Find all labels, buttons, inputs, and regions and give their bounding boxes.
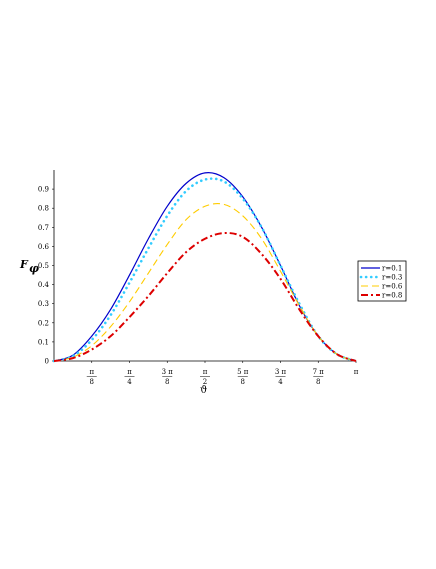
y-tick-label: 0.7 [38,224,49,232]
x-tick-numerator: 5 π [237,368,249,376]
x-tick-numerator: π [203,368,208,376]
y-tick-label: 0.4 [38,281,50,289]
x-tick-denominator: 8 [241,378,245,386]
legend-label: r=0.8 [382,292,402,300]
legend-label: r=0.1 [382,265,402,273]
y-axis-title-subscript: φ [29,262,39,275]
y-tick-label: 0.6 [38,243,50,251]
x-tick-denominator: 8 [316,378,320,386]
x-tick-numerator: 3 π [275,368,287,376]
series-lines [52,172,358,363]
x-tick-denominator: 8 [165,378,169,386]
x-tick-denominator: 2 [203,378,207,386]
x-axis-title: ϑ [200,385,207,396]
x-tick-denominator: 4 [278,378,283,386]
x-tick-numerator: π [89,368,94,376]
legend: r=0.1r=0.3r=0.6r=0.8 [357,260,407,302]
x-tick-numerator: 7 π [313,368,325,376]
y-axis-title: F [19,258,29,271]
y-tick-label: 0.2 [38,319,49,327]
y-tick-label: 0.3 [38,300,49,308]
legend-label: r=0.3 [382,274,402,282]
tick-labels: 0 0.1 0.2 0.3 0.4 0.5 0.6 0.7 0.8 0.9 π 8 π 4 3 π 8 π 2 5 … [38,186,359,386]
x-tick-denominator: 8 [90,378,94,386]
y-tick-label: 0.5 [38,262,49,270]
series-line-r-0-8 [53,231,357,362]
y-tick-label: 0.1 [38,338,49,346]
series-line-r-0-1 [53,172,357,362]
x-tick-numerator: 3 π [162,368,174,376]
y-tick-label: 0.8 [38,205,49,213]
y-tick-label: 0 [45,358,49,366]
x-tick-denominator: 4 [127,378,132,386]
x-tick-numerator: π [127,368,132,376]
series-line-r-0-3 [52,177,358,363]
legend-label: r=0.6 [382,283,403,291]
y-tick-label: 0.9 [38,186,49,194]
series-line-r-0-6 [53,203,357,362]
x-tick-label: π [354,368,359,376]
